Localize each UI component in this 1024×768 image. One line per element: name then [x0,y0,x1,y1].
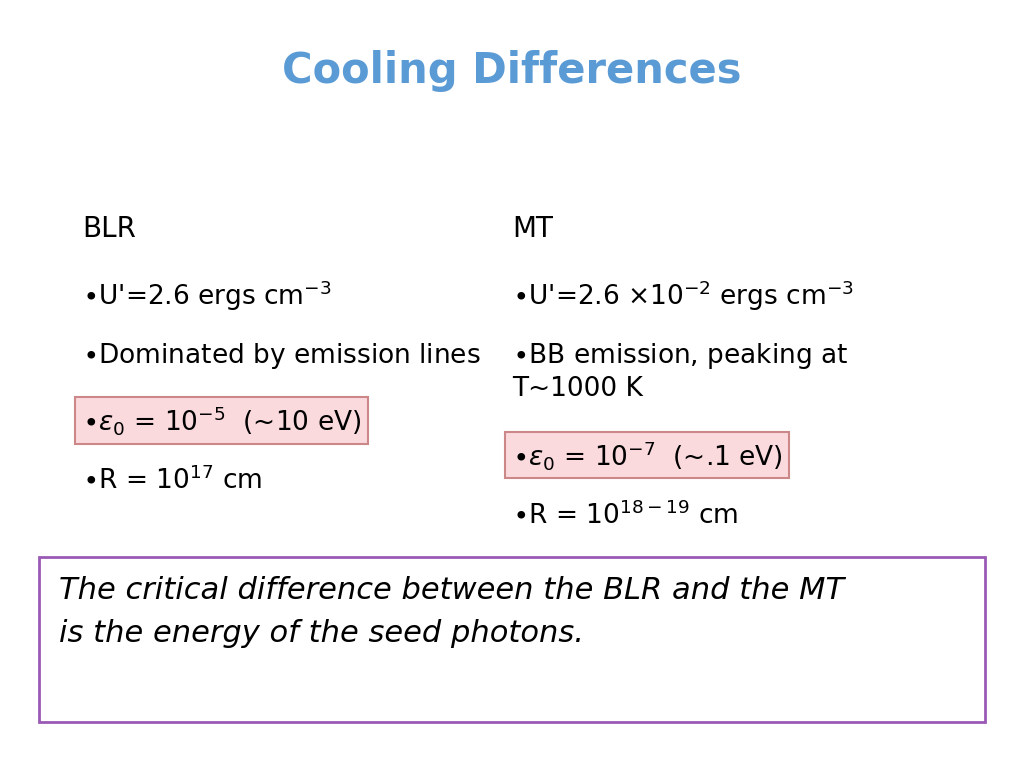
Text: Cooling Differences: Cooling Differences [283,50,741,92]
Text: MT: MT [512,215,553,243]
Text: $\bullet$Dominated by emission lines: $\bullet$Dominated by emission lines [82,341,480,371]
Text: $\bullet$BB emission, peaking at
T~1000 K: $\bullet$BB emission, peaking at T~1000 … [512,341,848,402]
Text: BLR: BLR [82,215,136,243]
FancyBboxPatch shape [39,557,985,722]
Text: $\bullet$U'=2.6 $\times$10$^{-2}$ ergs cm$^{-3}$: $\bullet$U'=2.6 $\times$10$^{-2}$ ergs c… [512,278,854,313]
Text: $\bullet$U'=2.6 ergs cm$^{-3}$: $\bullet$U'=2.6 ergs cm$^{-3}$ [82,278,332,313]
Text: $\bullet\varepsilon_0$ = 10$^{-7}$  (~.1 eV): $\bullet\varepsilon_0$ = 10$^{-7}$ (~.1 … [512,439,783,472]
Text: $\bullet\varepsilon_0$ = 10$^{-5}$  (~10 eV): $\bullet\varepsilon_0$ = 10$^{-5}$ (~10 … [82,404,361,437]
Text: $\bullet$R = 10$^{18-19}$ cm: $\bullet$R = 10$^{18-19}$ cm [512,502,738,530]
Text: The critical difference between the BLR and the MT
is the energy of the seed pho: The critical difference between the BLR … [59,576,845,647]
Text: $\bullet$R = 10$^{17}$ cm: $\bullet$R = 10$^{17}$ cm [82,467,262,495]
